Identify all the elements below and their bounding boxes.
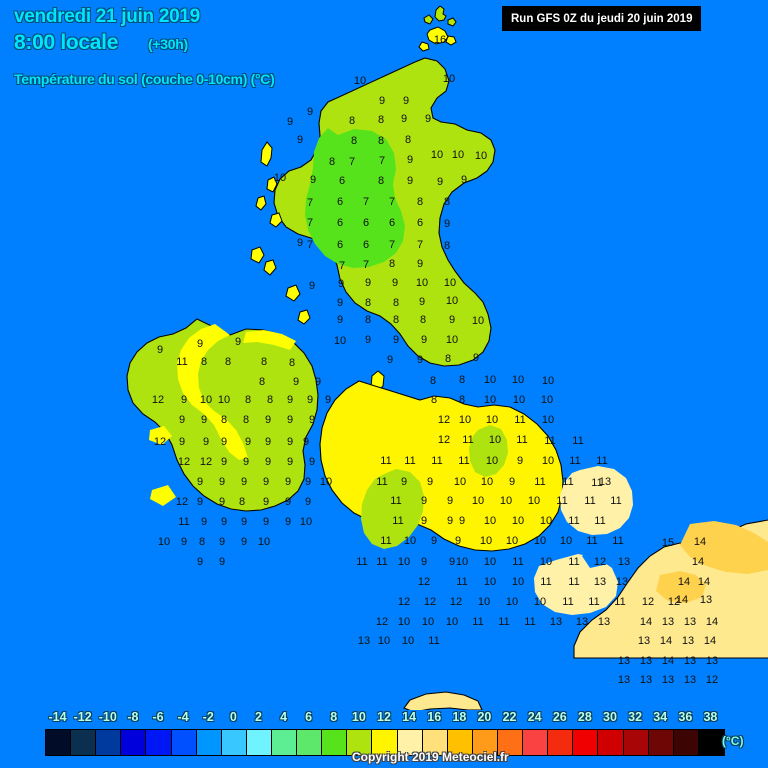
legend-swatch: [171, 730, 197, 755]
region-orkney: [418, 26, 457, 52]
legend-tick-label: 32: [628, 710, 643, 724]
legend-swatch: [673, 730, 699, 755]
region-hebrides: [250, 141, 311, 325]
legend-tick-label: 30: [603, 710, 617, 724]
legend-color-bar: [45, 729, 725, 756]
legend-tick-label: 34: [653, 710, 668, 724]
model-run-badge: Run GFS 0Z du jeudi 20 juin 2019: [502, 6, 702, 31]
legend-swatch: [472, 730, 498, 755]
legend-swatch: [648, 730, 674, 755]
parameter-title: Température du sol (couche 0-10cm) (°C): [14, 71, 275, 87]
legend-swatch: [347, 730, 373, 755]
region-east-anglia: [560, 466, 633, 535]
legend-tick-label: -4: [177, 710, 189, 724]
legend-tick-label: 20: [477, 710, 492, 724]
legend-swatch: [523, 730, 549, 755]
legend-swatch: [271, 730, 298, 755]
region-brittany: [403, 691, 483, 710]
region-scotland-highlands: [305, 128, 405, 268]
legend-swatch: [447, 730, 473, 755]
legend-swatch: [397, 730, 423, 755]
legend-tick-label: 6: [305, 710, 313, 724]
region-wales-uplands: [361, 469, 424, 549]
legend-tick-label: 12: [377, 710, 391, 724]
copyright-notice: Copyright 2019 Meteociel.fr: [352, 750, 509, 764]
legend-tick-label: -6: [152, 710, 164, 724]
legend-swatch: [121, 730, 147, 755]
legend-tick-label: 4: [280, 710, 288, 724]
legend-tick-label: 16: [427, 710, 442, 724]
forecast-time: 8:00 locale: [14, 31, 119, 54]
temperature-map: [126, 5, 768, 710]
legend-tick-label: -12: [73, 710, 92, 724]
legend-tick-label: 22: [502, 710, 517, 724]
forecast-date: vendredi 21 juin 2019: [14, 6, 200, 27]
english-channel-water: [582, 530, 674, 568]
legend-tick-label: -10: [98, 710, 117, 724]
legend-tick-label: 18: [452, 710, 467, 724]
legend-unit-label: (°C): [722, 734, 744, 748]
legend-tick-label: 14: [402, 710, 417, 724]
legend-tick-label: 26: [552, 710, 567, 724]
legend-swatch: [372, 730, 398, 755]
model-run-label: Run GFS 0Z du jeudi 20 juin 2019: [511, 13, 693, 25]
legend-swatch: [422, 730, 448, 755]
legend-swatch: [71, 730, 97, 755]
legend-swatch: [598, 730, 624, 755]
region-southeast-england: [534, 554, 618, 615]
forecast-lead-time: (+30h): [148, 36, 188, 52]
region-netherlands: [656, 521, 768, 603]
legend-tick-label: 28: [577, 710, 592, 724]
legend-tick-label: -2: [202, 710, 214, 724]
legend-swatch: [146, 730, 172, 755]
legend-swatch: [322, 730, 348, 755]
legend-tick-label: 10: [351, 710, 366, 724]
legend-tick-label: 38: [703, 710, 718, 724]
legend-swatch: [297, 730, 323, 755]
legend-tick-label: 36: [678, 710, 693, 724]
legend-swatch: [623, 730, 649, 755]
legend-tick-label: -8: [127, 710, 139, 724]
region-ireland-west-coast: [149, 324, 248, 506]
legend-swatch: [698, 730, 724, 755]
region-ireland: [126, 318, 319, 512]
legend-tick-label: 2: [254, 710, 262, 724]
legend-swatch: [573, 730, 599, 755]
landmass-layer: [126, 5, 768, 710]
region-pennines: [469, 425, 508, 477]
legend-swatch: [221, 730, 247, 755]
legend-tick-label: 8: [330, 710, 338, 724]
legend-swatch: [246, 730, 272, 755]
legend-swatch: [46, 730, 72, 755]
legend-tick-label: 24: [527, 710, 542, 724]
legend-tick-labels: -14 -12 -10 -8 -6 -4 -2 0 2 4 6 8 10 12 14 16 18 20 22 24 26…: [0, 710, 768, 728]
legend-swatch: [196, 730, 222, 755]
legend-tick-label: -14: [48, 710, 67, 724]
region-shetland: [423, 5, 457, 27]
legend-swatch: [548, 730, 574, 755]
legend-tick-label: 0: [229, 710, 237, 724]
legend-swatch: [497, 730, 524, 755]
region-northern-ireland: [243, 330, 296, 350]
legend-swatch: [96, 730, 122, 755]
color-scale-legend: -14 -12 -10 -8 -6 -4 -2 0 2 4 6 8 10 12 14 16 18 20 22 24 26…: [0, 710, 768, 768]
